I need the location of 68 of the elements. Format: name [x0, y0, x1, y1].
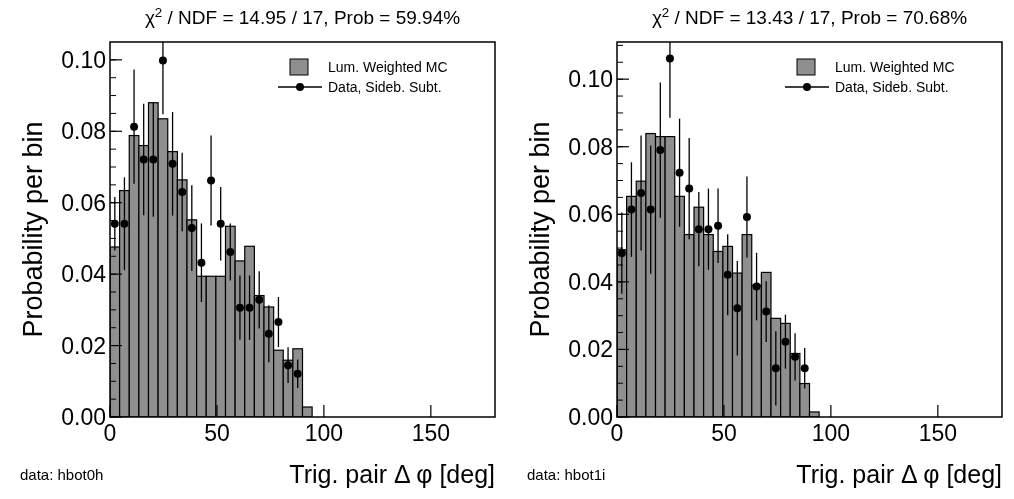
x-tick-label: 50	[711, 420, 737, 446]
x-tick-label: 100	[304, 420, 344, 446]
x-tick-label: 150	[918, 420, 958, 446]
point	[187, 224, 196, 233]
point	[733, 304, 742, 313]
y-tick-label: 0.04	[568, 268, 614, 295]
y-tick-label: 0.02	[568, 336, 613, 363]
y-tick-label: 0.08	[61, 118, 106, 145]
point	[694, 225, 703, 234]
point	[771, 364, 780, 373]
point	[178, 188, 187, 196]
point	[197, 258, 206, 267]
point	[284, 361, 293, 370]
point	[685, 184, 694, 193]
legend-label: Lum. Weighted MC	[328, 58, 448, 75]
text: data: hbot1i	[527, 466, 606, 483]
point	[120, 219, 129, 228]
y-tick-label: 0.10	[61, 46, 106, 73]
point	[168, 159, 177, 168]
point	[158, 56, 167, 65]
y-tick-label: 0.06	[568, 201, 613, 228]
point	[665, 54, 674, 63]
point	[675, 168, 684, 177]
chart-title: χ$^{2}$ / NDF = 14.95 / 17, Prob = 59.94%	[144, 4, 461, 28]
y-tick-label: 0.02	[61, 332, 106, 359]
x-axis-title: Trig. pair Δ φ [deg]	[289, 460, 495, 488]
y-axis-title: Probability per bin	[18, 121, 48, 338]
point	[139, 155, 148, 164]
point	[752, 282, 761, 291]
y-axis-title: Probability per bin	[525, 121, 555, 338]
point	[723, 270, 732, 279]
point	[245, 303, 254, 312]
point	[714, 221, 723, 230]
y-tick-label: 0.08	[568, 133, 613, 160]
point	[255, 295, 264, 304]
x-axis-title: Trig. pair Δ φ [deg]	[796, 460, 1002, 488]
point	[293, 369, 302, 378]
point	[627, 205, 636, 214]
point	[226, 248, 235, 256]
point	[791, 352, 800, 361]
legend-label: Data, Sideb. Subt.	[328, 78, 442, 95]
y-tick-label: 0.04	[61, 261, 107, 288]
y-tick-label: 0.10	[568, 66, 613, 93]
legend-label: Lum. Weighted MC	[835, 58, 955, 75]
point	[149, 155, 158, 164]
point	[704, 225, 713, 234]
text: data: hbot0h	[20, 466, 104, 483]
point	[800, 364, 809, 373]
point	[762, 307, 771, 316]
x-tick-label: 50	[204, 420, 230, 446]
point	[617, 249, 626, 258]
point	[235, 303, 244, 312]
point	[110, 219, 119, 228]
y-tick-label: 0.06	[61, 189, 106, 216]
point	[646, 205, 655, 214]
point	[130, 122, 139, 131]
point	[637, 189, 646, 198]
point	[274, 318, 283, 326]
point	[216, 219, 225, 228]
point	[207, 176, 216, 185]
point	[264, 329, 273, 338]
point	[656, 146, 665, 155]
point	[781, 337, 790, 346]
x-tick-label: 150	[411, 420, 451, 446]
chart-title: χ$^{2}$ / NDF = 13.43 / 17, Prob = 70.68%	[651, 4, 968, 28]
x-tick-label: 100	[811, 420, 851, 446]
point	[742, 213, 751, 221]
legend-label: Data, Sideb. Subt.	[835, 78, 949, 95]
